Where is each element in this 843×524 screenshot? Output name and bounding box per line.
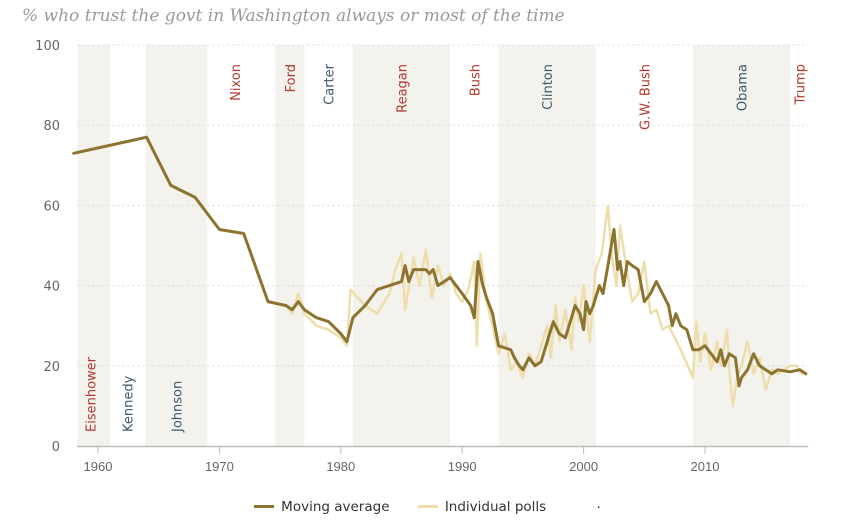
- presidency-band-ford: [275, 45, 305, 446]
- presidency-label-clinton: Clinton: [541, 64, 556, 110]
- presidency-band-reagan: [352, 45, 451, 446]
- y-tick-label: 20: [43, 360, 60, 375]
- presidency-label-nixon: Nixon: [229, 64, 244, 101]
- x-tick-label: 2000: [569, 459, 598, 474]
- presidency-label-g-w-bush: G.W. Bush: [638, 64, 653, 130]
- legend-item-individual-polls[interactable]: Individual polls: [417, 498, 547, 515]
- presidency-label-johnson: Johnson: [170, 381, 185, 433]
- x-tick-label: 2010: [691, 459, 720, 474]
- legend-label: Moving average: [281, 498, 390, 515]
- legend-swatch-moving-average: [254, 505, 275, 508]
- y-tick-label: 0: [52, 440, 60, 455]
- legend-item-moving-average[interactable]: Moving average: [254, 498, 390, 515]
- presidency-label-carter: Carter: [323, 63, 338, 104]
- series-lines: [72, 135, 808, 408]
- chart-title: % who trust the govt in Washington alway…: [22, 6, 565, 26]
- legend-label: Individual polls: [444, 498, 547, 515]
- x-tick-label: 1970: [205, 459, 234, 474]
- x-tick-label: 1990: [448, 459, 477, 474]
- presidency-label-bush: Bush: [468, 64, 483, 96]
- legend-swatch-individual-polls: [417, 505, 438, 508]
- presidency-label-kennedy: Kennedy: [122, 375, 137, 432]
- x-tick-label: 1980: [326, 459, 355, 474]
- y-tick-label: 60: [43, 199, 60, 214]
- y-tick-label: 100: [35, 39, 60, 54]
- presidency-band-johnson: [145, 45, 208, 446]
- presidency-band-eisenhower: [77, 45, 111, 446]
- legend: Moving average Individual polls .: [0, 496, 843, 515]
- presidency-label-ford: Ford: [284, 64, 299, 92]
- y-axis: 0 20 40 60 80 100: [35, 39, 60, 455]
- presidency-band-clinton: [498, 45, 596, 446]
- presidency-label-eisenhower: Eisenhower: [85, 356, 100, 432]
- presidency-bands: [77, 45, 790, 446]
- legend-trailing-dot: .: [596, 496, 601, 512]
- presidency-label-trump: Trump: [794, 64, 809, 106]
- x-axis: 1960 1970 1980 1990 2000 2010: [77, 445, 809, 474]
- y-tick-label: 80: [43, 119, 60, 134]
- series-line-moving-average: [72, 135, 808, 388]
- series-line-individual-polls: [72, 135, 804, 408]
- presidency-label-obama: Obama: [735, 64, 750, 111]
- presidency-labels: Eisenhower Kennedy Johnson Nixon Ford Carter R…: [85, 63, 809, 433]
- y-tick-label: 40: [43, 280, 60, 295]
- presidency-label-reagan: Reagan: [396, 64, 411, 113]
- x-tick-label: 1960: [84, 459, 113, 474]
